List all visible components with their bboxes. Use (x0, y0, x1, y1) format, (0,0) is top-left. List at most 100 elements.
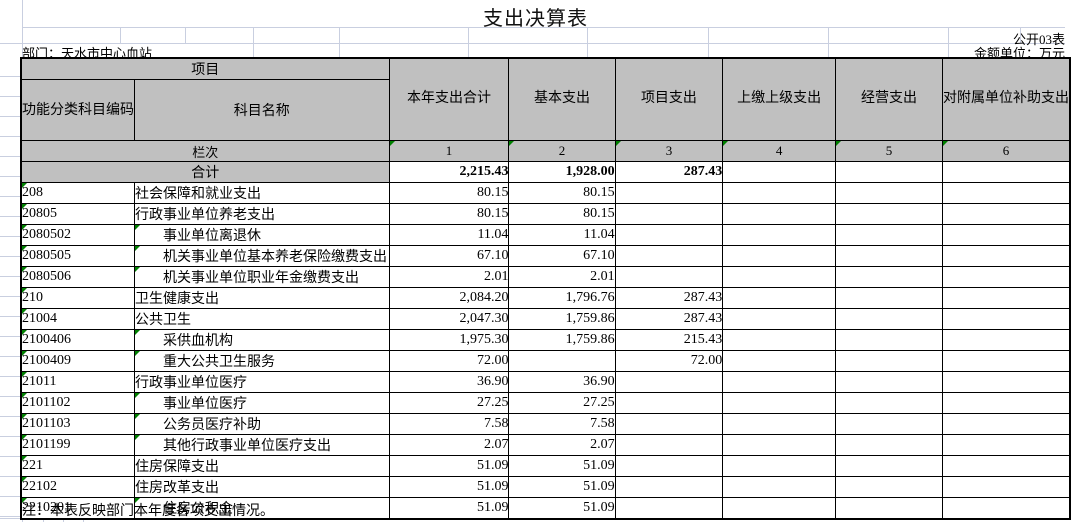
value-cell[interactable]: 51.09 (508, 455, 616, 477)
value-cell[interactable]: 2.07 (388, 434, 510, 456)
column-index-cell[interactable]: 1 (388, 140, 510, 162)
name-cell[interactable]: 行政事业单位养老支出 (134, 203, 390, 225)
value-cell[interactable] (941, 182, 1071, 204)
value-cell[interactable] (722, 308, 837, 330)
value-cell[interactable]: 287.43 (614, 308, 724, 330)
column-header-cell[interactable]: 本年支出合计 (388, 57, 510, 141)
name-cell[interactable]: 事业单位医疗 (134, 392, 390, 414)
value-cell[interactable]: 1,759.86 (508, 308, 616, 330)
value-cell[interactable]: 2.07 (508, 434, 616, 456)
value-cell[interactable]: 72.00 (614, 350, 724, 372)
name-cell[interactable]: 事业单位离退休 (134, 224, 390, 246)
column-index-cell[interactable]: 4 (722, 140, 837, 162)
code-cell[interactable]: 2080505 (20, 245, 135, 267)
name-cell[interactable]: 重大公共卫生服务 (134, 350, 390, 372)
value-cell[interactable]: 1,975.30 (388, 329, 510, 351)
value-cell[interactable]: 36.90 (388, 371, 510, 393)
column-header-cell[interactable]: 对附属单位补助支出 (941, 57, 1071, 141)
value-cell[interactable]: 1,796.76 (508, 287, 616, 309)
column-header-cell[interactable]: 上缴上级支出 (722, 57, 837, 141)
value-cell[interactable] (722, 287, 837, 309)
name-cell[interactable]: 其他行政事业单位医疗支出 (134, 434, 390, 456)
total-value-cell[interactable] (722, 161, 837, 183)
value-cell[interactable] (614, 203, 724, 225)
value-cell[interactable] (941, 245, 1071, 267)
value-cell[interactable] (722, 455, 837, 477)
value-cell[interactable] (722, 224, 837, 246)
value-cell[interactable] (835, 413, 943, 435)
total-value-cell[interactable] (941, 161, 1071, 183)
value-cell[interactable]: 7.58 (388, 413, 510, 435)
name-cell[interactable]: 机关事业单位职业年金缴费支出 (134, 266, 390, 288)
value-cell[interactable]: 11.04 (388, 224, 510, 246)
value-cell[interactable] (722, 266, 837, 288)
name-cell[interactable]: 住房改革支出 (134, 476, 390, 498)
value-cell[interactable] (508, 350, 616, 372)
value-cell[interactable]: 51.09 (388, 455, 510, 477)
value-cell[interactable]: 2.01 (508, 266, 616, 288)
value-cell[interactable] (722, 497, 837, 520)
code-cell[interactable]: 2080506 (20, 266, 135, 288)
column-index-cell[interactable]: 5 (835, 140, 943, 162)
name-cell[interactable]: 公共卫生 (134, 308, 390, 330)
value-cell[interactable] (722, 371, 837, 393)
value-cell[interactable] (941, 434, 1071, 456)
value-cell[interactable] (722, 203, 837, 225)
value-cell[interactable] (835, 329, 943, 351)
value-cell[interactable] (835, 497, 943, 520)
value-cell[interactable]: 7.58 (508, 413, 616, 435)
value-cell[interactable]: 72.00 (388, 350, 510, 372)
value-cell[interactable] (835, 455, 943, 477)
column-index-cell[interactable]: 3 (614, 140, 724, 162)
value-cell[interactable] (941, 455, 1071, 477)
column-header-cell[interactable]: 项目支出 (614, 57, 724, 141)
value-cell[interactable]: 215.43 (614, 329, 724, 351)
code-cell[interactable]: 2100409 (20, 350, 135, 372)
code-cell[interactable]: 221 (20, 455, 135, 477)
value-cell[interactable] (941, 497, 1071, 520)
value-cell[interactable]: 67.10 (388, 245, 510, 267)
value-cell[interactable] (835, 245, 943, 267)
code-cell[interactable]: 21011 (20, 371, 135, 393)
group-header-cell[interactable]: 项目 (20, 57, 390, 80)
total-label-cell[interactable]: 合计 (20, 161, 390, 183)
name-cell[interactable]: 公务员医疗补助 (134, 413, 390, 435)
value-cell[interactable]: 2.01 (388, 266, 510, 288)
value-cell[interactable] (614, 371, 724, 393)
value-cell[interactable]: 11.04 (508, 224, 616, 246)
value-cell[interactable] (835, 371, 943, 393)
value-cell[interactable]: 80.15 (388, 182, 510, 204)
value-cell[interactable] (614, 413, 724, 435)
lanci-label-cell[interactable]: 栏次 (20, 140, 390, 162)
code-header-cell[interactable]: 功能分类科目编码 (20, 79, 135, 141)
name-cell[interactable]: 行政事业单位医疗 (134, 371, 390, 393)
value-cell[interactable]: 67.10 (508, 245, 616, 267)
value-cell[interactable]: 36.90 (508, 371, 616, 393)
value-cell[interactable] (835, 224, 943, 246)
value-cell[interactable] (941, 476, 1071, 498)
value-cell[interactable] (941, 329, 1071, 351)
value-cell[interactable] (614, 392, 724, 414)
column-header-cell[interactable]: 基本支出 (508, 57, 616, 141)
value-cell[interactable] (941, 224, 1071, 246)
value-cell[interactable] (941, 287, 1071, 309)
value-cell[interactable] (614, 455, 724, 477)
value-cell[interactable] (941, 203, 1071, 225)
name-cell[interactable]: 卫生健康支出 (134, 287, 390, 309)
value-cell[interactable] (835, 392, 943, 414)
value-cell[interactable] (941, 392, 1071, 414)
column-index-cell[interactable]: 2 (508, 140, 616, 162)
value-cell[interactable] (941, 350, 1071, 372)
column-index-cell[interactable]: 6 (941, 140, 1071, 162)
value-cell[interactable] (722, 392, 837, 414)
value-cell[interactable] (614, 224, 724, 246)
value-cell[interactable]: 51.09 (388, 476, 510, 498)
value-cell[interactable]: 27.25 (508, 392, 616, 414)
name-cell[interactable]: 社会保障和就业支出 (134, 182, 390, 204)
value-cell[interactable] (941, 413, 1071, 435)
value-cell[interactable] (614, 497, 724, 520)
code-cell[interactable]: 2101102 (20, 392, 135, 414)
name-cell[interactable]: 机关事业单位基本养老保险缴费支出 (134, 245, 390, 267)
total-value-cell[interactable]: 287.43 (614, 161, 724, 183)
value-cell[interactable] (835, 287, 943, 309)
